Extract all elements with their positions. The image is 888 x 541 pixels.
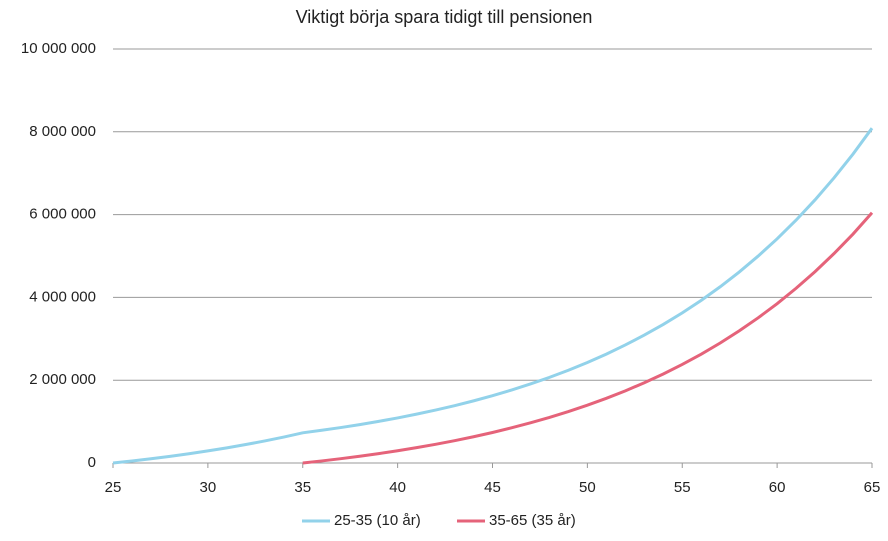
y-tick-label: 10 000 000 [21, 40, 96, 57]
x-tick-label: 65 [864, 479, 881, 496]
series-line [112, 127, 874, 465]
x-tick-label: 50 [579, 479, 596, 496]
series-line [302, 211, 874, 465]
x-tick-label: 45 [484, 479, 501, 496]
x-tick-label: 55 [674, 479, 691, 496]
x-tick-label: 30 [200, 479, 217, 496]
legend-label: 35-65 (35 år) [489, 512, 576, 529]
legend-label: 25-35 (10 år) [334, 512, 421, 529]
y-tick-label: 8 000 000 [29, 123, 96, 140]
chart-title: Viktigt börja spara tidigt till pensione… [296, 7, 593, 27]
x-tick-label: 60 [769, 479, 786, 496]
y-tick-label: 4 000 000 [29, 288, 96, 305]
x-tick-label: 35 [294, 479, 311, 496]
x-tick-label: 25 [105, 479, 122, 496]
y-tick-label: 0 [88, 454, 96, 471]
x-tick-label: 40 [389, 479, 406, 496]
y-tick-label: 2 000 000 [29, 371, 96, 388]
y-tick-label: 6 000 000 [29, 206, 96, 223]
